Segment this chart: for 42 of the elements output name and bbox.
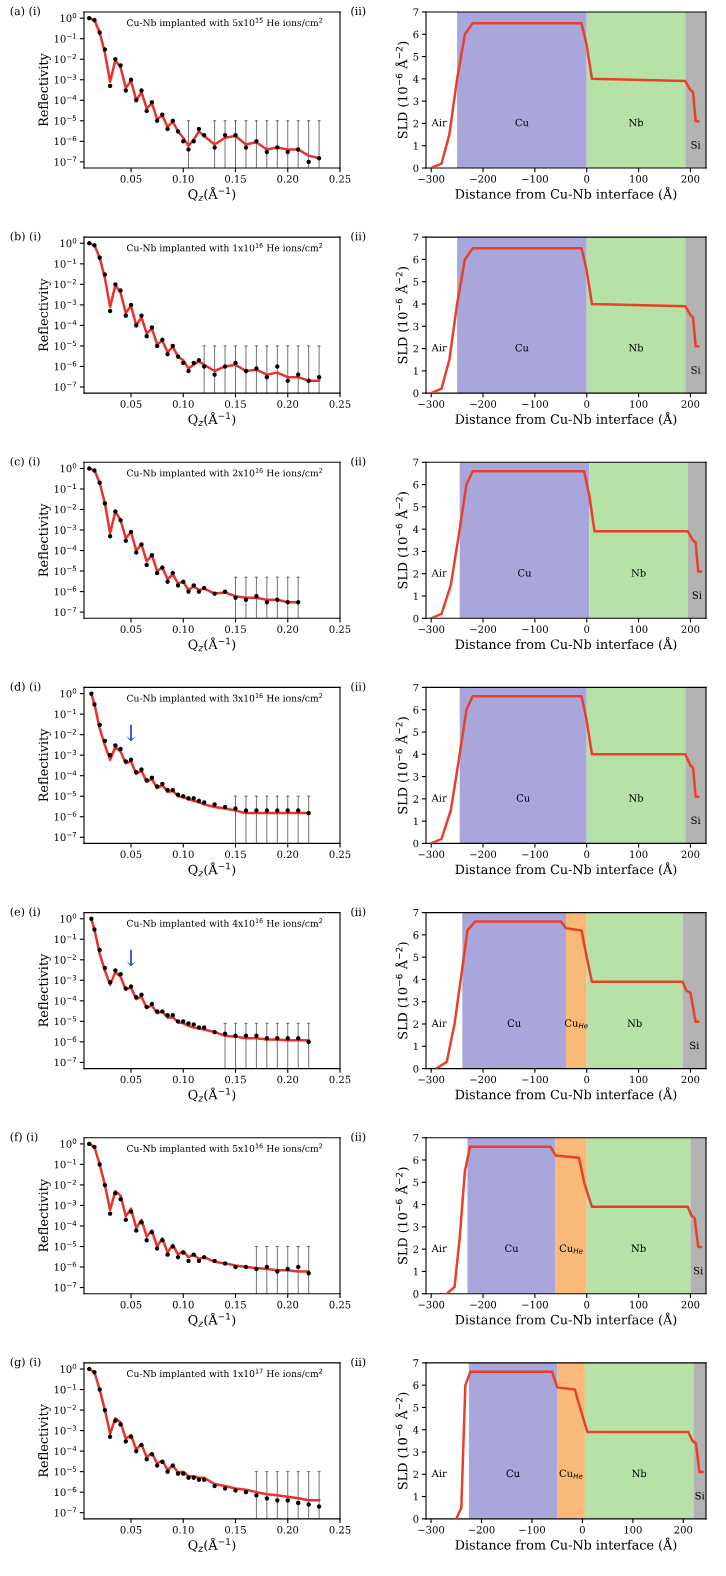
line-series	[435, 920, 700, 1069]
point	[264, 1264, 270, 1270]
point	[222, 132, 228, 138]
point	[196, 126, 202, 132]
point	[149, 552, 155, 558]
point	[154, 343, 160, 349]
line-series	[429, 247, 700, 394]
point	[149, 1229, 155, 1235]
point	[128, 529, 134, 535]
point	[243, 368, 249, 374]
point	[107, 83, 113, 89]
point	[170, 570, 176, 576]
point	[102, 965, 108, 971]
point	[102, 1407, 108, 1413]
annotation: ↓	[126, 724, 136, 742]
point	[102, 738, 108, 744]
line-series	[455, 1370, 704, 1519]
point	[243, 1489, 249, 1495]
point	[222, 804, 228, 810]
point	[128, 302, 134, 308]
point	[316, 374, 322, 380]
line-series	[429, 469, 703, 619]
point	[107, 752, 113, 758]
point	[149, 1001, 155, 1007]
point	[201, 132, 207, 138]
point	[264, 374, 270, 380]
point	[154, 570, 160, 576]
point	[170, 787, 176, 793]
point	[243, 1264, 249, 1270]
annotation: ↓	[126, 949, 136, 967]
line-series	[429, 695, 700, 844]
point	[107, 308, 113, 314]
point	[264, 149, 270, 155]
point	[170, 1012, 176, 1018]
point	[201, 585, 207, 591]
line-series	[429, 21, 700, 168]
line-series	[445, 1145, 703, 1294]
line-series	[87, 16, 321, 160]
point	[170, 343, 176, 349]
line-series	[87, 242, 321, 383]
point	[196, 1258, 202, 1264]
point	[102, 1182, 108, 1188]
